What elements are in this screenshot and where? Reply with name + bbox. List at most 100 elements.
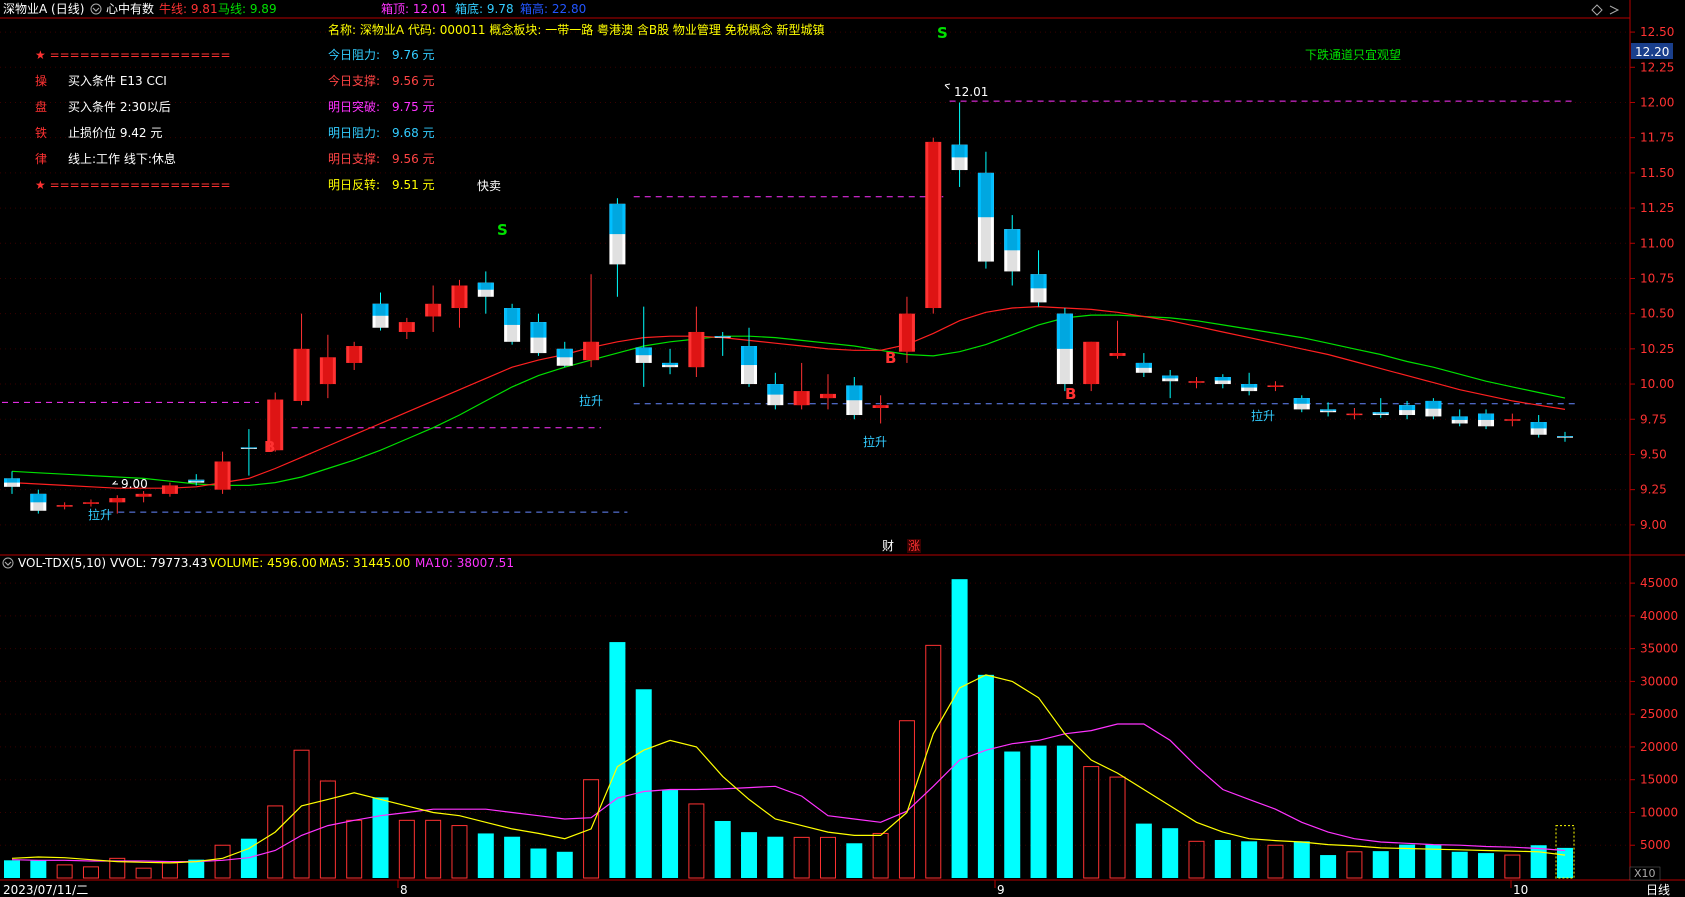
cai-badge[interactable]: 财 [882,539,894,553]
candle-body-top [372,303,389,316]
volume-bar [1320,855,1337,878]
volume-bar [583,779,600,879]
stock-title[interactable]: 深物业A (日线) [3,2,84,16]
rule-text: 买入条件 2:30以后 [68,100,171,114]
rules-panel: ★ ================== 操 买入条件 E13 CCI 盘 买入… [35,48,231,192]
level-label: 今日支撑: [328,73,380,88]
candle-body-top [1214,377,1231,381]
volume-bar [135,867,152,879]
volume-tick-label: 10000 [1640,805,1678,819]
volume-bar [267,805,284,879]
volume-bar [1241,841,1258,878]
candle-body-shade [1191,381,1202,383]
volume-bar [1557,847,1573,878]
price-tick-label: 10.75 [1640,271,1674,285]
indicator-name[interactable]: 心中有数 [106,1,154,16]
volume-indicator-title[interactable]: VOL-TDX(5,10) [18,556,106,570]
candle-body-top [767,384,784,395]
dropdown-icon[interactable] [2,557,14,569]
candle-body-top [1030,274,1047,289]
month-label: 10 [1513,883,1528,897]
low-price-marker: 9.00 [121,477,148,491]
volume-bar [451,825,468,879]
level-value: 9.75 元 [392,100,435,114]
candle-body-shade [428,303,439,317]
candle-body-shade [665,362,676,368]
candle-body-shade [1402,405,1413,416]
volume-bar [1083,766,1100,879]
buy-signal: B [885,349,896,367]
volume-bar [556,851,573,878]
candle-body-top [4,478,20,483]
candle-body-shade [1428,400,1439,417]
level-label: 明日突破: [328,99,380,114]
volume-bar [398,819,415,879]
volume-bar [1372,851,1389,878]
candle-body-top [1530,422,1547,429]
volume-bar [82,866,99,879]
ma-fast-line [11,305,1566,489]
rule-tag: 盘 [35,99,47,114]
price-tick-label: 9.50 [1640,447,1667,461]
candle-body-top [188,479,205,482]
candle-body-shade [1059,313,1070,385]
volume-tick-label: 15000 [1640,773,1678,787]
rules-divider-bottom: ★ ================== [35,178,231,192]
price-tick-label: 12.50 [1640,25,1674,39]
volume-bar [240,838,257,878]
period-label[interactable]: 日线 [1646,883,1670,897]
price-tick-label: 11.00 [1640,236,1674,250]
date-start-label: 2023/07/11/二 [3,883,88,897]
candle-body-top [1162,375,1179,379]
rules-divider-top: ★ ================== [35,48,231,62]
volume-bar [714,820,731,878]
volume-tick-label: 20000 [1640,740,1678,754]
level-label: 今日阻力: [328,47,380,62]
volume-bar [1214,839,1231,878]
volume-bar [1162,828,1179,878]
candle-body-shade [375,303,386,328]
price-tick-label: 9.25 [1640,483,1667,497]
diamond-icon[interactable] [1591,4,1603,16]
candle-body-top [1478,413,1495,420]
zhang-badge[interactable]: 涨 [908,538,920,553]
price-tick-label: 9.00 [1640,518,1667,532]
expand-icon[interactable] [1609,5,1620,15]
month-label: 8 [400,883,408,897]
volume-bars [4,579,1575,879]
grid [0,31,1630,846]
niu-line-value: 牛线: 9.81 [159,1,218,16]
volume-bar [319,780,336,879]
price-tick-label: 11.50 [1640,166,1674,180]
annotations: 快卖 下跌通道只宜观望 12.01 9.00 拉升 拉升 拉升 拉升 S S B… [88,24,1401,553]
candle-body-top [1557,436,1573,437]
candle-body-top [1320,409,1337,411]
level-label: 明日反转: [328,177,380,192]
candle-body-shade [1112,353,1123,356]
pull-up-label: 拉升 [579,393,603,408]
level-label: 明日支撑: [328,151,380,166]
candle-body-shade [138,493,149,497]
dropdown-icon[interactable] [90,3,102,15]
volume-bar [1399,844,1416,878]
stock-info-line: 名称: 深物业A 代码: 000011 概念板块: 一带一路 粤港澳 含B股 物… [328,22,825,37]
volume-header: VOL-TDX(5,10) VVOL: 79773.43 VOLUME: 459… [2,556,1661,881]
candle-body-top [240,447,257,449]
volume-bar [1293,841,1310,878]
low-arrow-icon [111,480,118,485]
buy-signal: B [1065,385,1076,403]
volume-bar [504,836,521,878]
reference-lines [2,100,1575,513]
candle-body-shade [612,203,623,265]
price-tick-label: 11.25 [1640,201,1674,215]
candle-body-top [1451,416,1468,420]
level-value: 9.76 元 [392,48,435,62]
candle-body-shade [296,348,307,401]
buy-signal: B [264,438,275,456]
candle-body-shade [1560,436,1570,438]
volume-bar [741,832,758,878]
volume-bar [1504,854,1521,879]
ma5-value: MA5: 31445.00 [319,556,410,570]
volume-bar [1188,840,1205,879]
